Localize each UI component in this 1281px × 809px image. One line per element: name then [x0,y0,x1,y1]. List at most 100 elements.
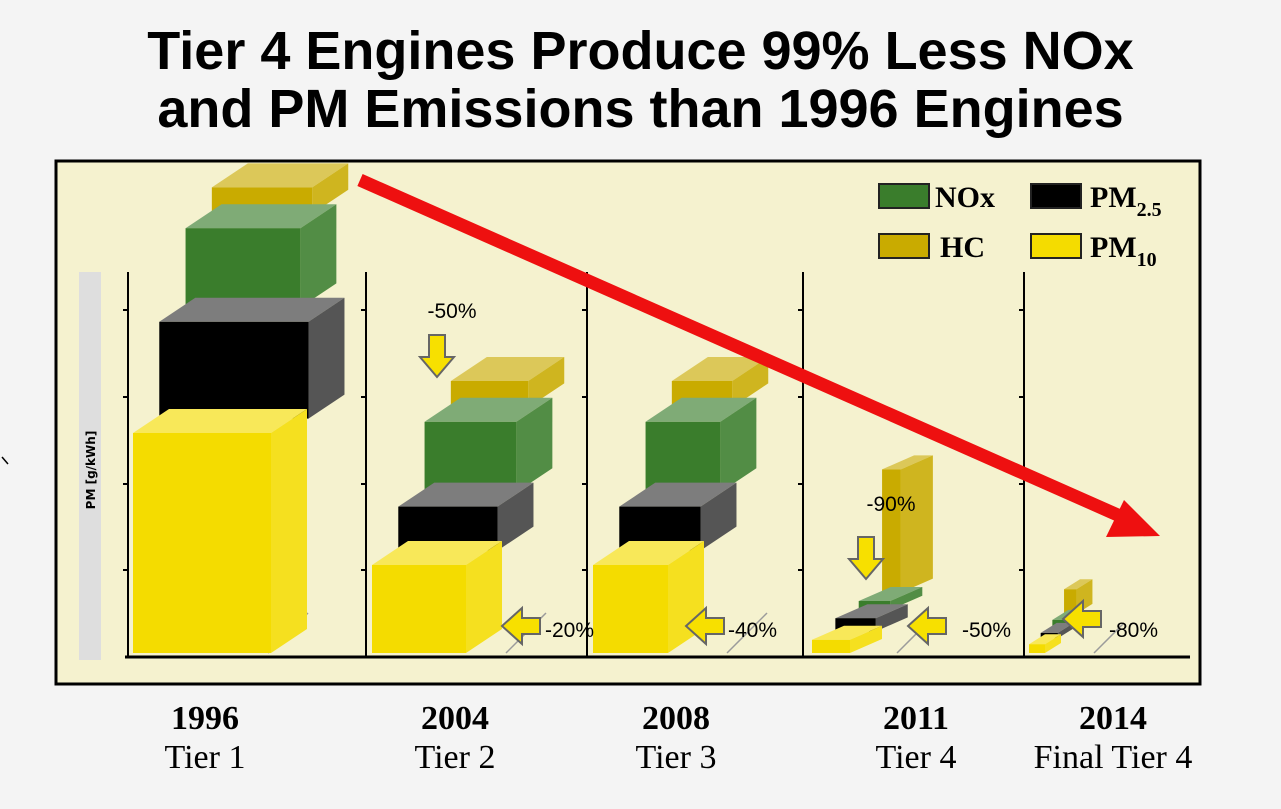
bar-top-hc-2011 [882,455,933,470]
bar-top-pm10-1996 [133,409,307,433]
change-arrow-left-2011 [906,605,947,647]
bar-top-pm25-2014 [1040,622,1074,633]
category-tier: Tier 4 [875,739,957,776]
legend-swatch-pm25 [1030,183,1082,209]
bar-top-nox-2008 [645,397,757,422]
category-label-2014: 2014 Final Tier 4 [1003,700,1223,778]
bar-nox-1996 [185,228,301,308]
change-label-2011: -50% [962,619,1011,642]
category-tier: Final Tier 4 [1033,739,1193,776]
legend-label-main: PM [1090,231,1137,264]
category-label-1996: 1996 Tier 1 [95,700,315,778]
bar-side-pm10-2011 [850,625,882,653]
category-year: 2008 [642,700,710,737]
legend-label-subscript: 2.5 [1137,199,1162,221]
bar-side-nox-2011 [890,587,923,610]
legend-label-pm10: PM10 [1090,231,1157,271]
change-arrow-left-2004 [500,605,541,647]
legend-label-main: HC [940,231,985,264]
change-arrow-left-2008 [684,605,725,647]
bar-top-pm10-2011 [812,625,882,640]
bar-top-pm10-2008 [593,541,704,565]
chart-title: Tier 4 Engines Produce 99% Less NOx and … [0,22,1281,138]
change-label-2004: -20% [545,619,594,642]
change-label-2011: -90% [866,493,915,516]
category-tier: Tier 1 [164,739,246,776]
bar-side-pm25-2008 [700,482,737,551]
edge-mark [1,456,9,465]
y-axis-label-bar [79,272,101,660]
legend-swatch-nox [878,183,930,209]
title-line-1: Tier 4 Engines Produce 99% Less NOx [147,21,1134,81]
legend-label-subscript: 10 [1137,249,1157,271]
bar-side-nox-2004 [516,397,553,493]
bar-top-nox-1996 [185,204,337,229]
category-tier: Tier 2 [414,739,496,776]
bar-top-pm25-1996 [159,297,345,322]
legend-label-hc: HC [940,231,985,264]
change-label-2008: -40% [728,619,777,642]
bar-side-pm10-2004 [466,541,502,653]
bar-side-pm10-1996 [271,409,307,653]
legend-label-pm25: PM2.5 [1090,181,1162,221]
bar-top-nox-2011 [858,587,923,601]
change-arrow-left-2008-shape [684,605,725,647]
bar-top-hc-2004 [450,357,565,381]
change-label-2004: -50% [427,300,476,323]
bar-top-hc-2008 [671,357,769,381]
trend-arrow-shaft [357,174,1123,522]
bar-side-pm25-1996 [308,297,345,419]
change-arrow-down-2011 [846,536,886,581]
floor-guide-line [1093,622,1125,654]
bar-pm10-2011 [812,639,850,653]
legend-swatch-hc [878,233,930,259]
bar-top-pm10-2004 [372,541,502,565]
bar-pm25-1996 [159,321,309,419]
bar-side-pm25-2011 [875,604,908,632]
bar-hc-2014 [1064,589,1077,614]
bar-top-hc-2014 [1064,579,1093,590]
category-year: 2014 [1079,700,1147,737]
floor-guide-line [726,612,768,654]
change-label-2014: -80% [1109,619,1158,642]
bar-side-nox-1996 [300,204,337,308]
bar-top-pm25-2008 [619,482,737,507]
bar-top-hc-1996 [211,163,349,188]
legend-label-main: PM [1090,181,1137,214]
change-arrow-left-2011-shape [906,605,947,647]
bar-side-pm10-2014 [1045,634,1061,653]
bar-pm10-2008 [593,565,668,653]
bar-pm10-2004 [372,565,466,653]
bar-top-nox-2004 [424,397,553,422]
change-arrow-left-2004-shape [500,605,541,647]
legend-swatch-pm10 [1030,233,1082,259]
bar-side-nox-2008 [720,397,757,493]
category-year: 1996 [171,700,239,737]
category-year: 2011 [882,700,950,737]
legend-label-main: NOx [935,181,995,214]
bar-nox-2004 [424,421,517,493]
trend-arrow-head [1106,500,1160,537]
category-label-2008: 2008 Tier 3 [566,700,786,778]
bar-side-hc-2004 [528,357,565,408]
bar-side-pm25-2004 [497,482,534,551]
bar-hc-2011 [882,469,901,593]
category-tier: Tier 3 [635,739,717,776]
change-arrow-down-2011-shape [846,536,886,581]
bar-side-pm25-2014 [1057,622,1074,639]
bar-nox-2008 [645,421,721,493]
change-arrow-left-2014 [1061,598,1102,640]
bar-top-pm25-2004 [398,482,534,507]
bar-side-hc-1996 [312,163,349,214]
bar-top-pm10-2014 [1029,634,1061,645]
bar-side-hc-2008 [732,357,769,408]
y-axis-label: PM [g/kWh] [84,431,98,510]
category-label-2004: 2004 Tier 2 [345,700,565,778]
category-year: 2004 [421,700,489,737]
bar-side-hc-2011 [900,455,933,593]
bar-top-pm25-2011 [835,604,908,619]
change-arrow-left-2014-shape [1061,598,1102,640]
legend-label-nox: NOx [935,181,995,214]
title-line-2: and PM Emissions than 1996 Engines [157,79,1124,139]
